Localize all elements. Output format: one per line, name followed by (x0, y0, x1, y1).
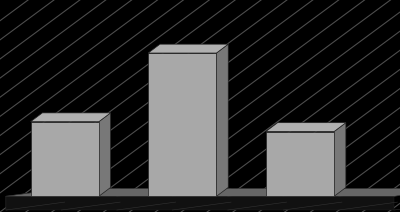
Polygon shape (6, 188, 400, 196)
Polygon shape (148, 44, 228, 53)
Polygon shape (266, 123, 346, 131)
Polygon shape (30, 122, 99, 196)
Polygon shape (334, 123, 346, 196)
Polygon shape (6, 188, 65, 210)
Polygon shape (148, 53, 216, 196)
Polygon shape (6, 196, 394, 210)
Polygon shape (216, 44, 228, 196)
Polygon shape (30, 113, 110, 122)
Polygon shape (99, 113, 110, 196)
Polygon shape (266, 131, 334, 196)
